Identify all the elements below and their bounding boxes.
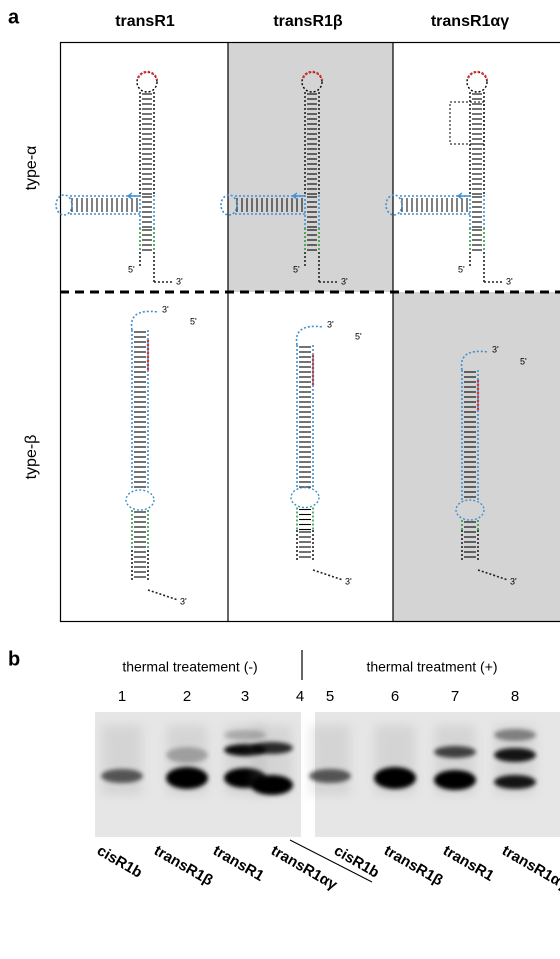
lane-label: cisR1b [94, 842, 145, 881]
lane-smear [102, 725, 142, 795]
band [251, 742, 293, 754]
arrow [126, 192, 138, 200]
lane-number: 3 [241, 688, 249, 705]
column-header: transR1 [115, 13, 175, 30]
column-header: transR1αγ [431, 13, 509, 30]
band [494, 748, 536, 762]
strand-end: 3' [345, 576, 352, 586]
highlight-box [449, 101, 485, 145]
lane-number: 1 [118, 688, 126, 705]
panel-label: a [8, 6, 20, 28]
branch-loop [385, 194, 403, 216]
strand-end: 5' [128, 264, 135, 274]
loop-highlight [301, 70, 324, 81]
tail [477, 569, 509, 581]
lane-number: 2 [183, 688, 191, 705]
band [374, 767, 416, 789]
internal-loop [290, 486, 320, 509]
strand-end: 3' [341, 276, 348, 286]
band [166, 767, 208, 789]
strand-end: 3' [510, 576, 517, 586]
hairpin-loop [130, 310, 159, 331]
internal-loop [125, 489, 155, 511]
panel-frame [59, 41, 560, 623]
lane-label: cisR1b [331, 842, 382, 881]
hairpin-loop [301, 71, 323, 93]
lane-smear [310, 725, 350, 795]
hairpin-loop [295, 325, 324, 346]
lane-number: 7 [451, 688, 459, 705]
arrow [456, 192, 468, 200]
lane-label: transR1 [210, 842, 267, 885]
arrow [291, 192, 303, 200]
strand-end: 5' [190, 316, 197, 326]
lane-number: 5 [326, 688, 334, 705]
band [434, 770, 476, 790]
strand-end: 3' [176, 276, 183, 286]
band [309, 769, 351, 783]
group-label: thermal treatment (+) [366, 659, 497, 675]
band [101, 769, 143, 783]
branch-loop [220, 194, 238, 216]
strand-end: 3' [180, 596, 187, 606]
row-label: type-β [23, 435, 40, 480]
strand-end: 5' [293, 264, 300, 274]
strand-end: 5' [520, 356, 527, 366]
loop-highlight [466, 70, 489, 81]
hairpin-loop [466, 71, 488, 93]
band [251, 775, 293, 795]
panel-label: b [8, 648, 20, 670]
lane-label: transR1β [381, 842, 446, 889]
hairpin-loop [136, 71, 158, 93]
lane-number: 4 [296, 688, 304, 705]
strand-end: 3' [506, 276, 513, 286]
strand-end: 5' [355, 331, 362, 341]
tail [147, 589, 179, 601]
lane-label: transR1αγ [499, 842, 560, 894]
band [434, 746, 476, 758]
band [166, 747, 208, 763]
branch-loop [55, 194, 73, 216]
column-header: transR1β [273, 13, 343, 30]
strand-end: 3' [327, 319, 334, 329]
band [494, 775, 536, 789]
row-label: type-α [23, 146, 40, 191]
internal-loop [455, 499, 485, 521]
rna-structures: 5' 3' 5' 3' 5' 3' 3' 5' 3' 3' 5' 3' 3' 5' 3' [55, 70, 527, 606]
lane-label: transR1 [440, 842, 497, 885]
lane-number: 8 [511, 688, 519, 705]
highlight-cell [393, 292, 560, 622]
highlight-cell [228, 42, 393, 292]
loop-highlight [136, 70, 159, 81]
strand-end: 5' [458, 264, 465, 274]
tail [312, 569, 344, 581]
strand-end: 3' [492, 344, 499, 354]
hairpin-loop [460, 350, 489, 371]
lane-label: transR1β [151, 842, 216, 889]
lane-number: 6 [391, 688, 399, 705]
band [494, 729, 536, 741]
strand-end: 3' [162, 304, 169, 314]
group-label: thermal treatement (-) [122, 659, 257, 675]
gel-bands [101, 725, 536, 795]
separator [289, 839, 373, 883]
lane-label: transR1αγ [268, 842, 341, 894]
